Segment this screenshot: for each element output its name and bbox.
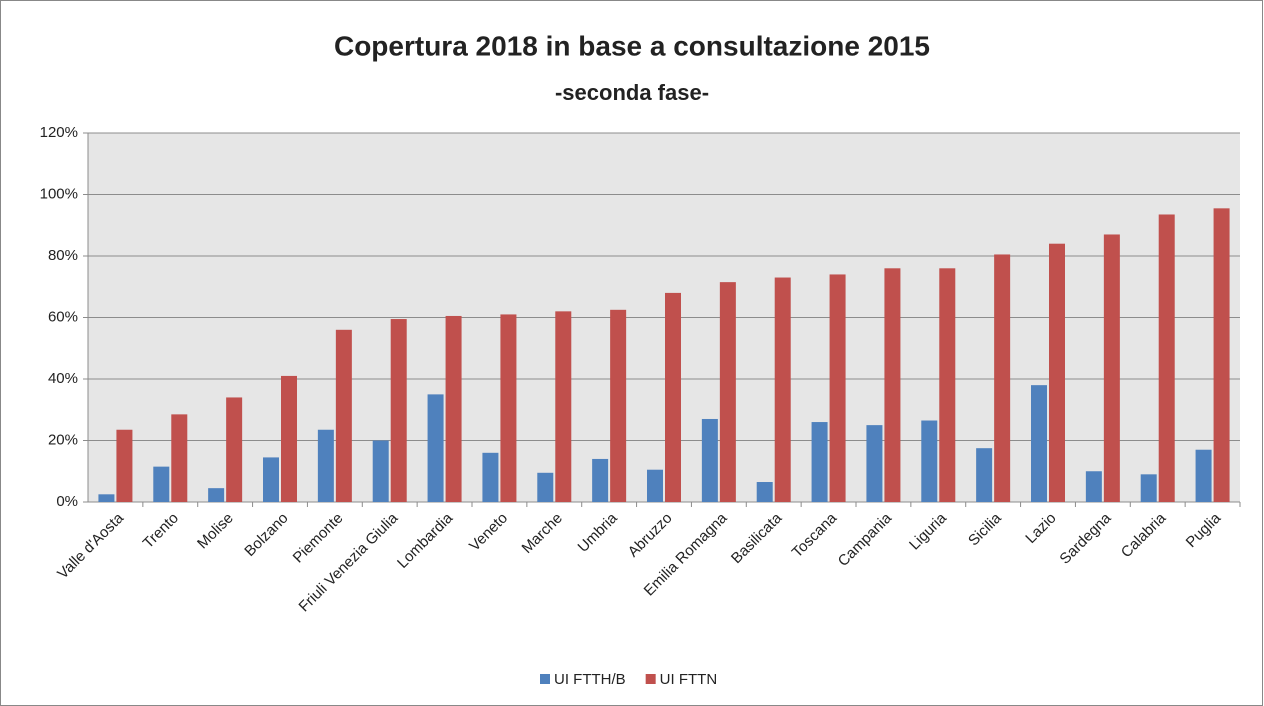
bar	[976, 448, 993, 502]
legend-swatch	[540, 674, 550, 684]
bar	[1213, 208, 1230, 502]
bar	[829, 274, 846, 502]
bar	[153, 466, 170, 502]
bar	[98, 494, 115, 502]
y-tick-label: 120%	[40, 124, 78, 141]
bar	[335, 329, 352, 502]
bar	[317, 429, 334, 502]
legend-label: UI FTTH/B	[554, 671, 626, 688]
bar	[1195, 449, 1212, 502]
bar	[482, 452, 499, 502]
y-tick-label: 20%	[48, 431, 78, 448]
bar	[208, 488, 225, 502]
bar	[555, 311, 572, 502]
bar	[1103, 234, 1120, 502]
bar	[665, 292, 681, 502]
bar	[719, 282, 736, 502]
bar	[866, 425, 883, 502]
bar	[171, 414, 188, 502]
bar	[372, 440, 389, 502]
y-tick-label: 40%	[48, 370, 78, 387]
bar	[500, 314, 517, 502]
bar	[884, 268, 901, 502]
bar	[1085, 471, 1102, 502]
bar	[445, 315, 462, 502]
legend-label: UI FTTN	[660, 671, 718, 688]
bar	[1158, 214, 1175, 503]
bar	[427, 394, 444, 502]
bar	[1031, 385, 1047, 502]
bar	[263, 457, 279, 502]
bar	[226, 397, 243, 502]
y-tick-label: 100%	[40, 185, 78, 202]
bar	[647, 469, 663, 502]
bar	[811, 422, 828, 502]
y-tick-label: 80%	[48, 247, 78, 264]
bar	[921, 420, 938, 502]
bar	[701, 418, 718, 502]
y-tick-label: 60%	[48, 308, 78, 325]
bar	[281, 375, 297, 502]
legend-swatch	[645, 674, 656, 684]
bar	[537, 472, 554, 502]
bar	[610, 309, 627, 502]
bar	[116, 429, 133, 502]
bar	[774, 277, 791, 502]
bar	[592, 458, 609, 502]
bar	[1049, 243, 1065, 502]
y-tick-label: 0%	[56, 493, 78, 510]
bar	[939, 268, 956, 502]
bar	[756, 482, 773, 502]
bar	[390, 319, 407, 502]
chart-subtitle: -seconda fase-	[555, 80, 709, 105]
bar	[1140, 474, 1157, 502]
bar	[994, 254, 1011, 502]
chart-title: Copertura 2018 in base a consultazione 2…	[334, 30, 930, 61]
